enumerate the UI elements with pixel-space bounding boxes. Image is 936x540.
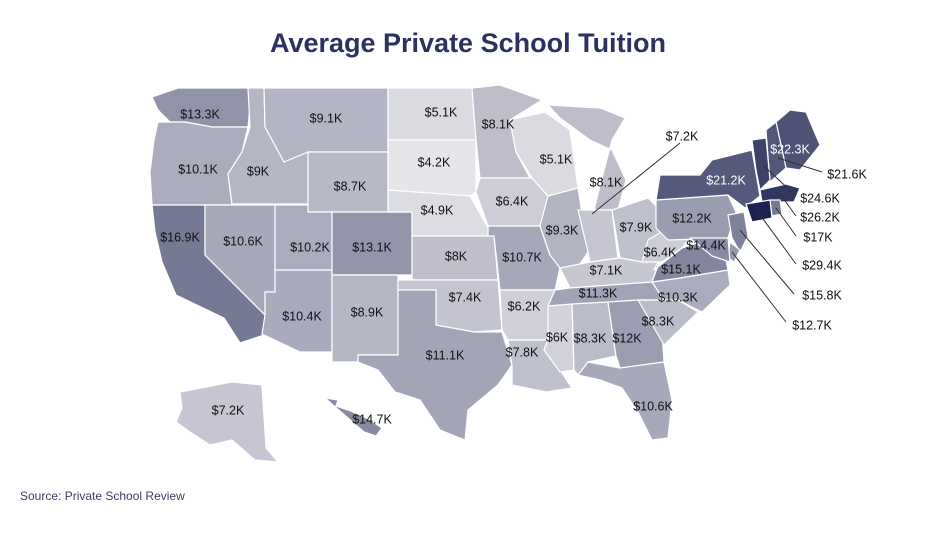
value-label-mi: $8.1K [590,175,623,189]
callout-line-nj [739,229,795,295]
state-sd [387,139,477,197]
callout-line-vt [763,165,797,197]
value-label-ok: $7.4K [449,290,482,304]
source-note: Source: Private School Review [20,489,185,503]
value-label-oh: $7.9K [620,220,653,234]
state-tx [357,289,513,441]
value-label-ma: $26.2K [800,210,840,224]
callout-line-ri [775,207,797,237]
state-hi [324,397,383,437]
value-label-sd: $4.2K [418,155,451,169]
chart-title: Average Private School Tuition [269,28,667,58]
value-label-va: $15.1K [661,262,701,276]
value-label-ar: $6.2K [508,299,541,313]
value-label-az: $10.4K [282,309,322,323]
value-label-ms: $6K [546,330,569,344]
value-label-il: $9.3K [546,223,579,237]
value-label-wi: $5.1K [540,152,573,166]
value-label-tn: $11.3K [579,286,618,300]
state-labels: $13.3K $10.1K $16.9K $9K $10.6K $9.1K $8.7K $10… [160,105,867,426]
value-label-pa: $12.2K [672,211,712,225]
value-label-md: $14.4K [686,238,726,252]
value-label-wv: $6.4K [644,245,677,259]
state-ut [274,204,333,271]
value-label-in: $7.2K [666,129,699,143]
value-label-ks: $8K [445,249,468,263]
value-label-mt: $9.1K [310,111,343,125]
value-label-ak: $7.2K [212,403,245,417]
state-shapes [149,84,821,463]
callout-line-de [731,251,787,323]
value-label-ia: $6.4K [496,194,529,208]
callout-lines [591,142,823,323]
state-ak [175,381,279,463]
state-ct [745,199,773,223]
value-label-ne: $4.9K [421,203,454,217]
value-label-fl: $10.6K [633,399,673,413]
value-label-ct: $29.4K [802,258,842,272]
value-label-nd: $5.1K [425,105,458,119]
value-label-nm: $8.9K [351,305,384,319]
value-label-ri: $17K [803,230,833,244]
value-label-me: $22.3K [770,142,810,156]
callout-line-in [591,142,681,215]
value-label-la: $7.8K [506,345,539,359]
state-fl [577,361,673,441]
state-ma [759,183,801,203]
value-label-sc: $8.3K [642,314,675,328]
value-label-ca: $16.9K [160,230,200,244]
value-label-mn: $8.1K [482,117,515,131]
value-label-or: $10.1K [178,162,218,176]
value-label-nc: $10.3K [658,290,698,304]
state-vt [751,137,771,191]
value-label-nv: $10.6K [223,234,263,248]
value-label-mo: $10.7K [502,250,542,264]
value-label-ky: $7.1K [590,263,623,277]
callout-line-ct [757,211,797,265]
value-label-wa: $13.3K [180,107,220,121]
state-md [689,237,731,263]
value-label-id: $9K [247,164,270,178]
callout-line-ma [779,193,797,217]
value-label-tx: $11.1K [426,348,465,362]
value-label-ny: $21.2K [706,173,746,187]
value-label-co: $13.1K [352,240,392,254]
value-label-vt: $24.6K [800,191,840,205]
state-nj [727,211,749,253]
value-label-nh: $21.6K [827,167,867,181]
callout-line-nh [777,157,823,173]
value-label-ga: $12K [612,331,642,345]
state-ny [655,149,761,209]
value-label-al: $8.3K [574,331,607,345]
value-label-de: $12.7K [792,318,832,332]
value-label-ut: $10.2K [290,240,330,254]
value-label-hi: $14.7K [352,412,392,426]
value-label-nj: $15.8K [802,288,842,302]
value-label-wy: $8.7K [334,179,367,193]
